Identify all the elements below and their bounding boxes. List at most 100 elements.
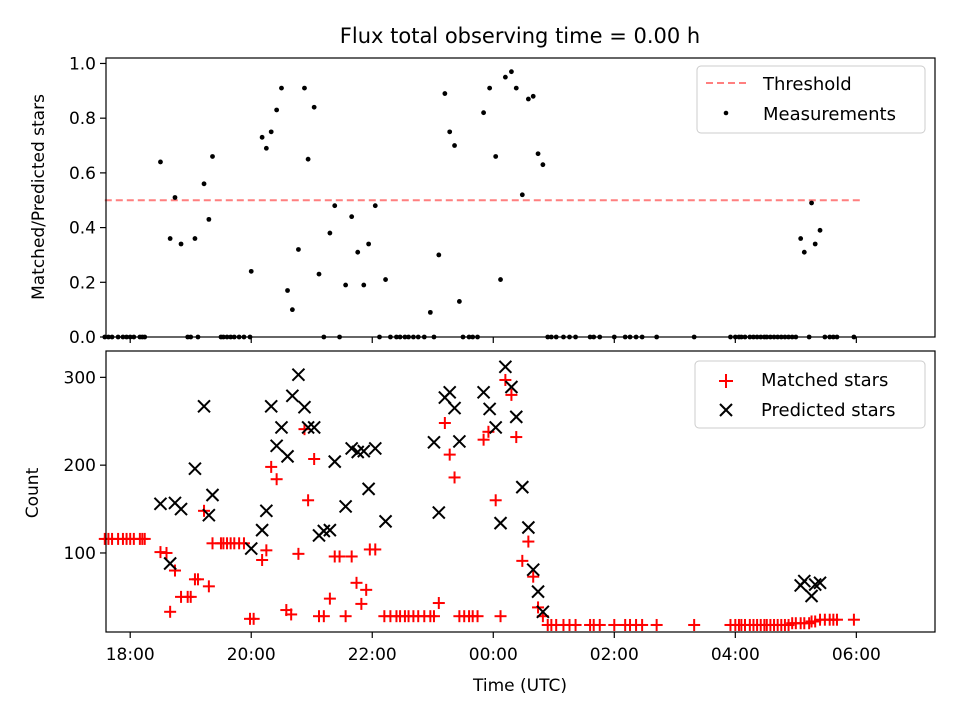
predicted-star-point [493,516,508,530]
matched-star-point [237,537,250,550]
matched-star-point [308,453,321,466]
measurement-point [456,299,462,304]
matched-star-point [522,535,535,548]
predicted-star-point [274,420,289,435]
measurement-point [442,91,448,96]
matched-star-point [499,373,512,386]
measurement-point [263,145,269,151]
bottom-ytick-label: 300 [64,368,96,388]
measurement-point [498,277,503,282]
measurement-point [481,110,486,116]
matched-star-point [333,550,346,563]
predicted-star-point [163,556,177,571]
predicted-star-point [328,454,342,469]
matched-star-point [438,417,451,430]
measurement-point [192,236,198,241]
matched-star-point [256,553,269,566]
matched-star-point [164,605,177,618]
predicted-star-point [174,502,188,516]
matched-star-point [593,618,606,631]
measurement-point [248,268,254,274]
matched-star-point [608,618,621,631]
matched-star-point [569,618,582,631]
measurement-point [436,252,442,258]
matched-star-point [477,433,490,446]
measurement-point [302,85,307,91]
measurement-point [513,85,519,91]
matched-star-point [247,612,260,625]
measurement-point [372,203,378,209]
top-panel: Flux total observing time = 0.00 h 0.00.… [29,24,936,348]
predicted-star-point [797,574,812,588]
bottom-ytick-label: 200 [64,456,96,476]
measurement-point [206,216,212,222]
measurement-point [158,159,163,165]
measurement-point [502,74,508,80]
matched-star-point [345,550,358,563]
matched-star-point [489,494,502,507]
measurement-point [798,236,804,241]
matched-star-point [803,617,816,630]
top-title: Flux total observing time = 0.00 h [340,24,700,48]
matched-star-point [448,471,461,484]
bottom-xtick-label: 00:00 [469,645,518,665]
measurement-point [210,154,215,159]
legend-predicted-marker [719,403,733,417]
matched-star-point [184,590,197,603]
bottom-ylabel: Count [23,467,43,518]
matched-star-point [516,554,529,567]
predicted-star-point [521,520,536,535]
predicted-star-point [442,385,457,399]
top-legend: Threshold Measurements [696,65,926,134]
measurement-point [349,214,355,220]
legend-predicted-label: Predicted stars [761,400,895,421]
bottom-xlabel: Time (UTC) [472,676,567,696]
measurement-point [289,307,295,313]
bottom-axis-ticks: 18:00 20:00 22:00 00:00 02:00 04:00 06:00 100 20… [64,368,881,665]
matched-star-point [339,610,352,623]
predicted-star-point [427,435,441,450]
measurement-point [812,241,818,247]
measurement-point [817,227,823,233]
predicted-star-point [498,360,513,374]
legend-matched-marker [719,374,733,388]
measurement-point [274,107,280,113]
measurement-point [366,241,372,247]
matched-star-point [285,608,298,621]
predicted-star-point [301,420,315,435]
predicted-star-point [531,584,545,599]
predicted-star-point [447,401,462,415]
predicted-star-point [515,480,530,494]
predicted-star-point [197,399,211,414]
measurement-point [452,143,457,148]
matched-star-point [160,546,173,559]
measurement-point [178,241,184,247]
top-axis-ticks: 0.0 0.2 0.4 0.6 0.8 1.0 [69,54,857,348]
matched-star-point [355,597,368,610]
bottom-xtick-label: 18:00 [106,645,155,665]
top-series [102,69,864,340]
bottom-ytick-label: 100 [64,544,96,564]
measurement-point [327,230,333,236]
measurement-point [316,271,322,277]
predicted-star-point [255,523,269,537]
measurement-point [305,156,311,162]
matched-star-point [471,610,484,623]
measurement-point [167,236,173,241]
predicted-star-point [813,576,827,590]
bottom-xtick-label: 04:00 [711,645,760,665]
predicted-star-point [205,488,220,502]
predicted-star-point [432,505,446,520]
bottom-xtick-label: 22:00 [348,645,397,665]
predicted-star-point [344,441,359,456]
matched-star-point [510,431,523,444]
measurement-point [268,129,274,135]
matched-star-point [317,610,330,623]
measurement-point [530,93,536,99]
matched-star-point [427,610,440,623]
bottom-xtick-label: 06:00 [832,645,881,665]
predicted-star-point [264,399,278,414]
predicted-star-point [297,400,312,414]
predicted-star-point [269,439,284,453]
predicted-star-point [338,499,353,514]
